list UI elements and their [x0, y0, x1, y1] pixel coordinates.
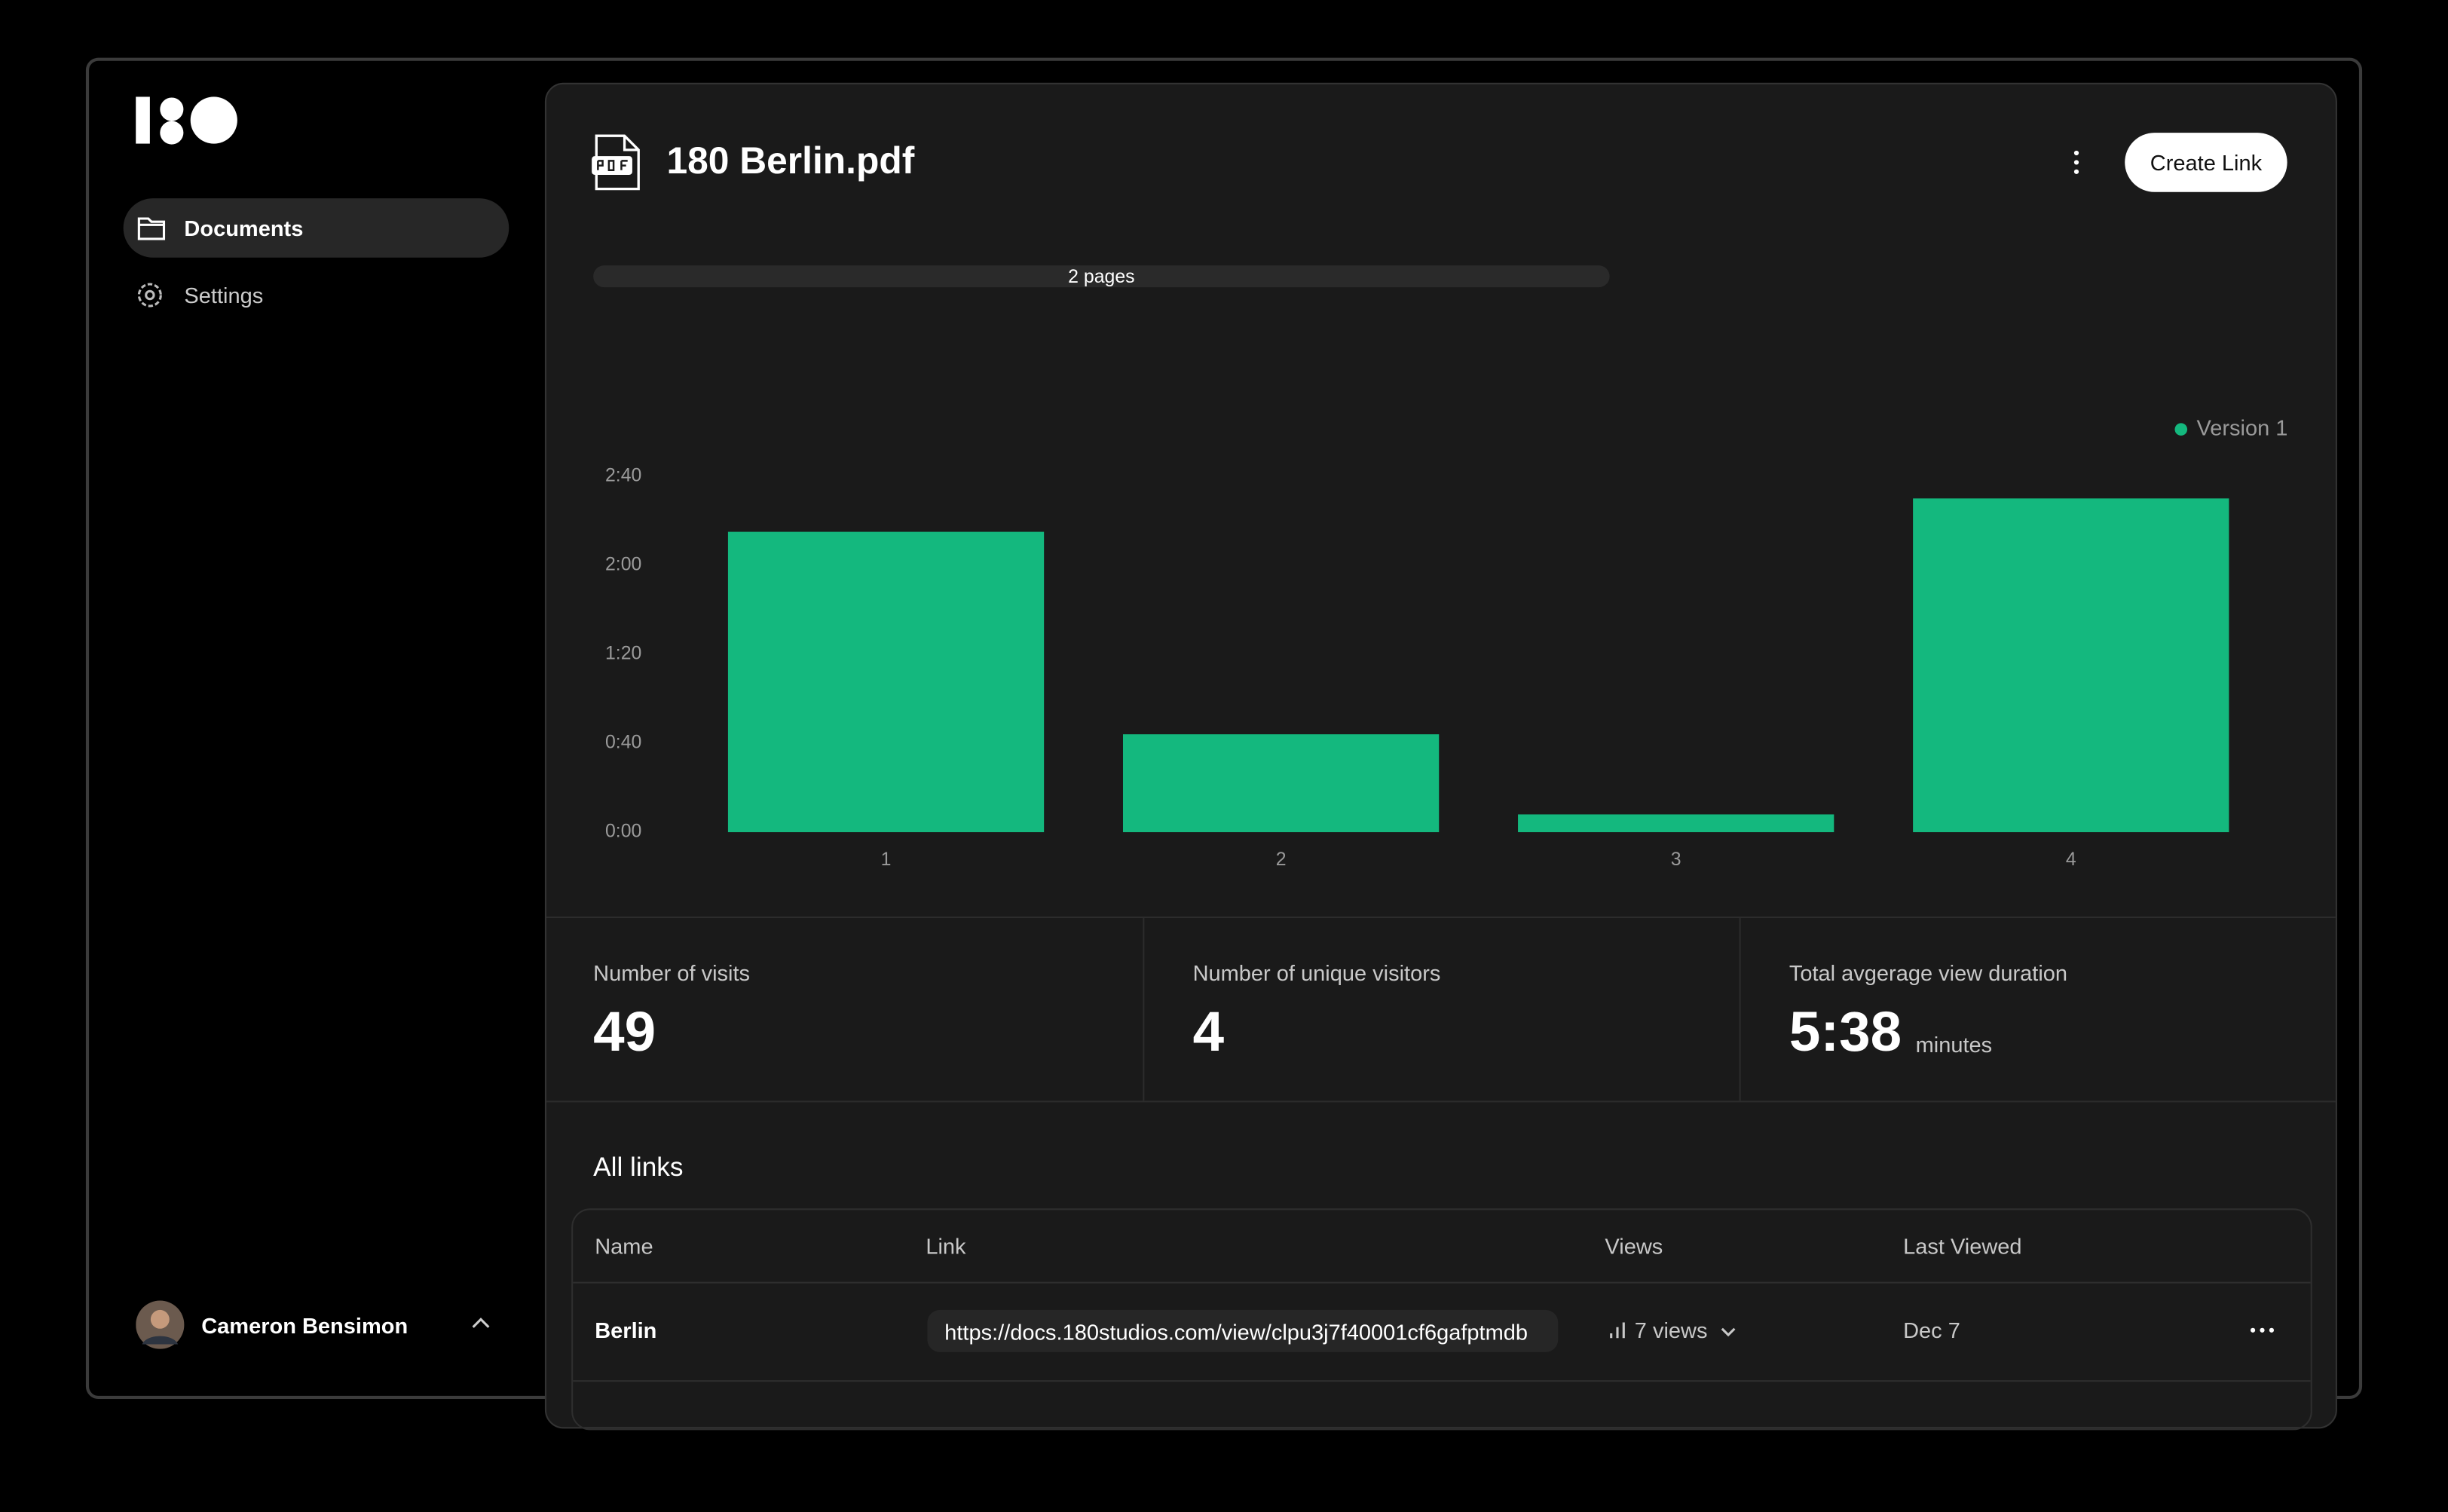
chevron-down — [1721, 1327, 1736, 1337]
stat-label: Total avgerage view duration — [1789, 960, 2068, 986]
create-link-button[interactable]: Create Link — [2125, 133, 2287, 192]
views-icon — [1610, 1322, 1625, 1339]
nav-label: Documents — [184, 215, 304, 241]
progress-label: 2 pages — [1068, 265, 1135, 288]
document-title: 180 Berlin.pdf — [666, 140, 915, 183]
row-divider — [573, 1380, 2311, 1382]
link-url: https://docs.180studios.com/view/clpu3j7… — [944, 1319, 1528, 1345]
avatar — [136, 1300, 185, 1349]
logo — [136, 96, 237, 145]
stat-value: 4 — [1192, 999, 1225, 1064]
y-tick-label: 0:00 — [605, 822, 641, 842]
user-name: Cameron Bensimon — [201, 1313, 409, 1339]
column-header: Views — [1605, 1233, 1663, 1259]
nav-item[interactable]: Settings — [124, 265, 509, 325]
legend-marker — [2174, 423, 2188, 436]
progress-bar: 2 pages — [593, 265, 1610, 288]
y-tick-label: 1:20 — [605, 643, 641, 663]
bar — [1913, 498, 2229, 833]
nav-label: Settings — [184, 282, 264, 308]
stat-label: Number of visits — [593, 960, 751, 986]
logo-shape — [136, 96, 150, 144]
legend-label: Version 1 — [2197, 416, 2288, 440]
x-tick-label: 2 — [1276, 849, 1287, 870]
y-tick-label: 0:40 — [605, 733, 641, 753]
bar — [1122, 734, 1440, 833]
section-title: All links — [593, 1152, 684, 1183]
nav-item[interactable]: Documents — [123, 198, 509, 258]
last-viewed: Dec 7 — [1903, 1318, 1960, 1343]
logo-shape — [160, 97, 184, 121]
views-count: 7 views — [1634, 1318, 1708, 1343]
folder-icon — [137, 217, 166, 240]
logo-shape — [190, 96, 237, 144]
more-menu[interactable] — [2067, 147, 2086, 178]
divider — [1143, 918, 1145, 1101]
user-menu[interactable]: Cameron Bensimon — [136, 1300, 510, 1349]
column-header: Last Viewed — [1903, 1233, 2022, 1259]
column-header: Name — [595, 1233, 653, 1259]
stats-row — [546, 916, 2336, 1103]
stat-value: 5:38 — [1789, 999, 1902, 1064]
column-header: Link — [926, 1233, 966, 1259]
row-menu[interactable] — [2248, 1321, 2276, 1339]
x-tick-label: 3 — [1671, 849, 1681, 870]
x-tick-label: 1 — [881, 849, 892, 870]
divider — [1739, 918, 1741, 1101]
settings-icon — [137, 283, 162, 308]
links-table — [571, 1208, 2312, 1431]
stat-value: 49 — [593, 999, 656, 1064]
bar — [1518, 814, 1834, 833]
bar — [727, 531, 1045, 833]
stat-label: Number of unique visitors — [1192, 960, 1441, 986]
link-name: Berlin — [595, 1318, 657, 1343]
y-tick-label: 2:40 — [605, 465, 641, 485]
logo-shape — [160, 121, 184, 145]
stat-unit: minutes — [1915, 1032, 1993, 1057]
link-url-pill[interactable]: https://docs.180studios.com/view/clpu3j7… — [927, 1309, 1559, 1352]
pdf-icon — [592, 134, 640, 191]
chevron-up — [472, 1318, 490, 1328]
y-tick-label: 2:00 — [605, 554, 641, 574]
x-tick-label: 4 — [2066, 849, 2076, 870]
row-divider — [573, 1281, 2311, 1284]
